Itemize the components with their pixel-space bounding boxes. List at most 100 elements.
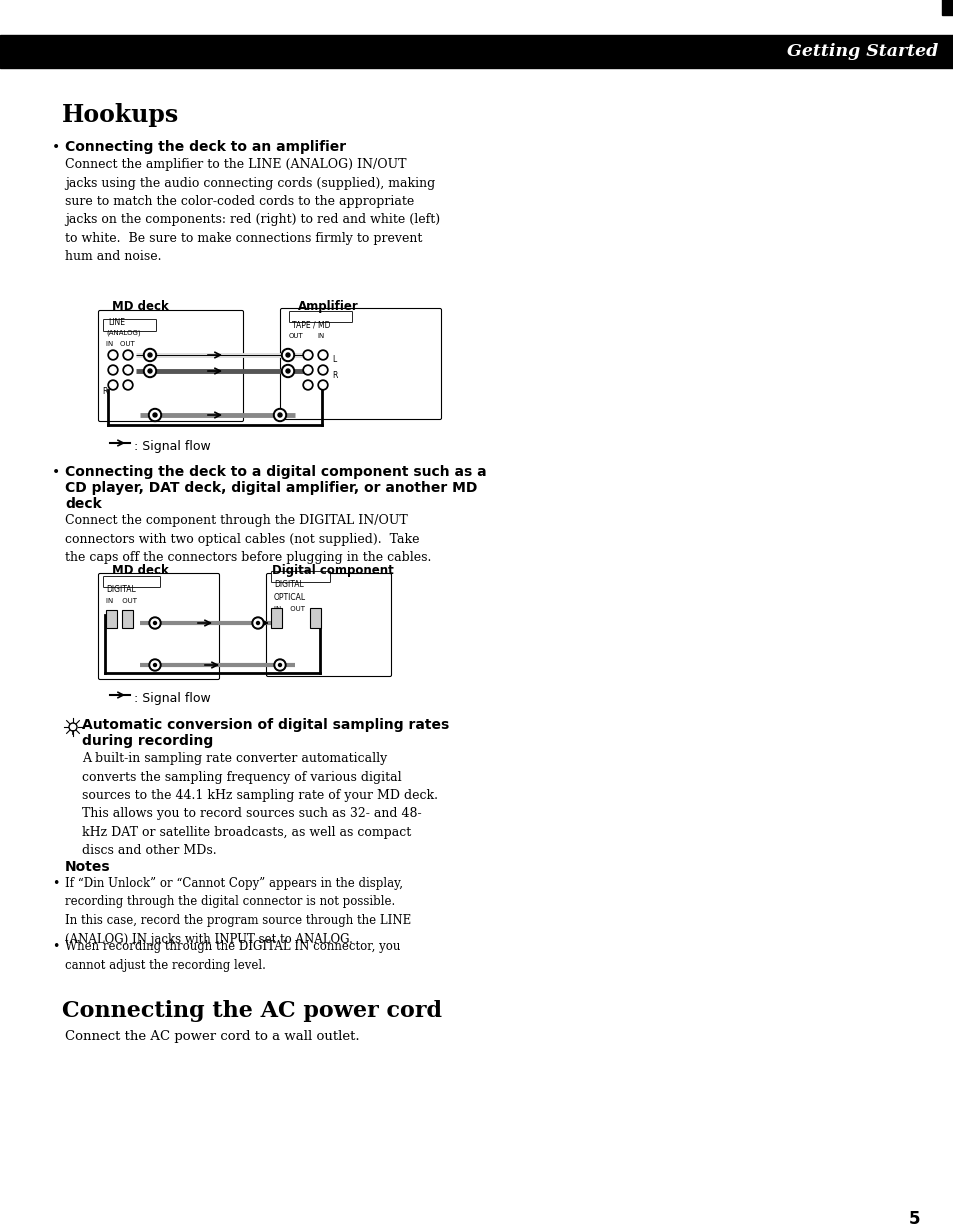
- Bar: [106, 610, 117, 629]
- Circle shape: [110, 367, 116, 373]
- FancyBboxPatch shape: [103, 577, 160, 588]
- Text: •: •: [52, 465, 60, 478]
- Text: LINE: LINE: [108, 319, 125, 327]
- Text: Digital component: Digital component: [272, 565, 394, 577]
- Text: DIGITAL: DIGITAL: [274, 581, 303, 589]
- Text: Connect the component through the DIGITAL IN/OUT
connectors with two optical cab: Connect the component through the DIGITA…: [65, 514, 431, 565]
- Circle shape: [286, 353, 290, 357]
- Circle shape: [151, 411, 159, 419]
- Bar: [310, 608, 320, 629]
- Circle shape: [319, 381, 326, 389]
- Text: Connect the AC power cord to a wall outlet.: Connect the AC power cord to a wall outl…: [65, 1030, 359, 1043]
- FancyBboxPatch shape: [289, 311, 352, 322]
- Text: A built-in sampling rate converter automatically
converts the sampling frequency: A built-in sampling rate converter autom…: [82, 752, 437, 857]
- Text: IN   OUT: IN OUT: [106, 341, 134, 347]
- Text: •: •: [52, 140, 60, 154]
- Circle shape: [274, 659, 286, 672]
- Text: IN: IN: [316, 333, 324, 339]
- Text: : Signal flow: : Signal flow: [133, 440, 211, 453]
- Circle shape: [148, 369, 152, 373]
- Text: Hookups: Hookups: [62, 103, 179, 127]
- Circle shape: [152, 413, 157, 417]
- Circle shape: [277, 413, 282, 417]
- Circle shape: [146, 351, 154, 359]
- FancyBboxPatch shape: [280, 309, 441, 419]
- Text: IN    OUT: IN OUT: [106, 598, 137, 604]
- Text: 5: 5: [907, 1210, 919, 1228]
- Text: OUT: OUT: [289, 333, 303, 339]
- Circle shape: [125, 352, 132, 358]
- Text: CD player, DAT deck, digital amplifier, or another MD: CD player, DAT deck, digital amplifier, …: [65, 481, 476, 494]
- Circle shape: [149, 408, 161, 422]
- Text: Connecting the deck to a digital component such as a: Connecting the deck to a digital compone…: [65, 465, 486, 478]
- Circle shape: [281, 348, 294, 362]
- Text: Notes: Notes: [65, 860, 111, 875]
- Circle shape: [303, 351, 313, 360]
- FancyBboxPatch shape: [103, 320, 156, 332]
- Circle shape: [304, 367, 311, 373]
- Circle shape: [274, 408, 286, 422]
- Circle shape: [153, 663, 156, 667]
- Circle shape: [281, 364, 294, 378]
- Circle shape: [303, 380, 313, 390]
- Circle shape: [110, 352, 116, 358]
- Circle shape: [123, 365, 132, 375]
- Text: MD deck: MD deck: [112, 300, 169, 312]
- Text: Getting Started: Getting Started: [786, 43, 937, 59]
- Circle shape: [153, 621, 156, 625]
- Circle shape: [256, 621, 259, 625]
- FancyBboxPatch shape: [272, 572, 330, 583]
- Text: deck: deck: [65, 497, 102, 510]
- Text: DIGITAL: DIGITAL: [106, 585, 135, 594]
- Circle shape: [283, 367, 293, 375]
- Circle shape: [108, 365, 118, 375]
- Circle shape: [108, 351, 118, 360]
- Circle shape: [317, 351, 328, 360]
- Text: •: •: [52, 940, 59, 953]
- Text: MD deck: MD deck: [112, 565, 169, 577]
- Text: Amplifier: Amplifier: [297, 300, 358, 312]
- Circle shape: [283, 351, 293, 359]
- Circle shape: [275, 661, 284, 669]
- Circle shape: [143, 364, 156, 378]
- Circle shape: [123, 351, 132, 360]
- Circle shape: [146, 367, 154, 375]
- Circle shape: [125, 381, 132, 389]
- Circle shape: [253, 619, 262, 627]
- Circle shape: [151, 661, 159, 669]
- Circle shape: [123, 380, 132, 390]
- Circle shape: [148, 353, 152, 357]
- Circle shape: [108, 380, 118, 390]
- FancyBboxPatch shape: [266, 573, 391, 677]
- Text: TAPE / MD: TAPE / MD: [292, 320, 330, 328]
- Circle shape: [110, 381, 116, 389]
- Circle shape: [317, 380, 328, 390]
- Text: IN    OUT: IN OUT: [274, 606, 305, 613]
- Circle shape: [278, 663, 281, 667]
- Text: OPTICAL: OPTICAL: [274, 593, 306, 601]
- Bar: [941, 0, 953, 15]
- Bar: [271, 608, 282, 629]
- Text: Automatic conversion of digital sampling rates: Automatic conversion of digital sampling…: [82, 718, 449, 732]
- Circle shape: [143, 348, 156, 362]
- Text: R: R: [332, 370, 337, 380]
- Circle shape: [149, 617, 161, 629]
- Bar: [122, 610, 132, 629]
- Circle shape: [151, 619, 159, 627]
- Text: R: R: [102, 386, 108, 396]
- Circle shape: [319, 352, 326, 358]
- Text: (ANALOG): (ANALOG): [106, 328, 140, 336]
- Circle shape: [304, 381, 311, 389]
- Circle shape: [304, 352, 311, 358]
- Text: : Signal flow: : Signal flow: [133, 692, 211, 705]
- Circle shape: [275, 411, 284, 419]
- Bar: [0, 34, 953, 68]
- Text: Connecting the AC power cord: Connecting the AC power cord: [62, 1000, 441, 1022]
- Circle shape: [149, 659, 161, 672]
- Circle shape: [319, 367, 326, 373]
- Text: Connecting the deck to an amplifier: Connecting the deck to an amplifier: [65, 140, 346, 154]
- Text: Connect the amplifier to the LINE (ANALOG) IN/OUT
jacks using the audio connecti: Connect the amplifier to the LINE (ANALO…: [65, 157, 439, 263]
- Circle shape: [303, 365, 313, 375]
- FancyBboxPatch shape: [98, 310, 243, 422]
- Text: L: L: [332, 355, 335, 364]
